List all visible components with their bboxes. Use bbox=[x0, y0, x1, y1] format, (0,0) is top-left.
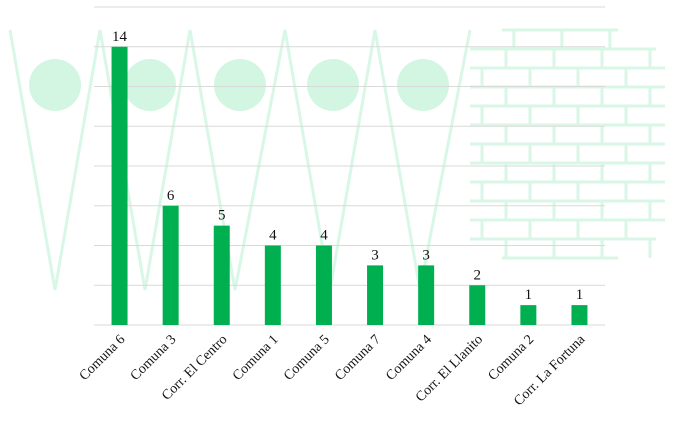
watermark-zigzag bbox=[8, 29, 472, 291]
bar bbox=[213, 225, 230, 325]
category-tick-label: Comuna 1 bbox=[230, 332, 282, 384]
bar bbox=[111, 46, 128, 325]
category-tick-label: Comuna 2 bbox=[486, 332, 538, 384]
bar bbox=[315, 245, 332, 325]
bar-value-label: 1 bbox=[525, 287, 533, 303]
category-tick-label: Comuna 5 bbox=[281, 332, 333, 384]
bars bbox=[111, 46, 588, 325]
bar-value-label: 3 bbox=[422, 247, 430, 263]
watermark-decoration bbox=[8, 28, 665, 291]
data-labels: 14 6 5 4 4 3 3 2 1 1 bbox=[112, 29, 583, 303]
gridlines bbox=[94, 6, 605, 326]
bar-value-label: 6 bbox=[167, 188, 175, 204]
watermark-circle bbox=[214, 59, 266, 111]
watermark-circle bbox=[29, 59, 81, 111]
bar bbox=[571, 305, 588, 325]
category-tick-label: Comuna 6 bbox=[77, 332, 129, 384]
watermark-brick-wall bbox=[470, 28, 665, 260]
bar-value-label: 4 bbox=[320, 228, 328, 244]
bar bbox=[520, 305, 537, 325]
bar bbox=[264, 245, 281, 325]
watermark-circle bbox=[397, 59, 449, 111]
bar-value-label: 1 bbox=[576, 287, 584, 303]
category-tick-label: Comuna 3 bbox=[128, 332, 180, 384]
bar bbox=[367, 265, 384, 325]
bar bbox=[418, 265, 435, 325]
watermark-circle bbox=[124, 59, 176, 111]
watermark-circle bbox=[307, 59, 359, 111]
bar-value-label: 2 bbox=[474, 267, 482, 283]
bar-value-label: 4 bbox=[269, 228, 277, 244]
bar-value-label: 14 bbox=[112, 29, 128, 45]
bar bbox=[469, 285, 486, 325]
category-tick-label: Comuna 7 bbox=[332, 332, 384, 384]
bar-value-label: 5 bbox=[218, 208, 226, 224]
bar bbox=[162, 205, 179, 325]
category-tick-label: Comuna 4 bbox=[383, 332, 435, 384]
bar-value-label: 3 bbox=[371, 247, 379, 263]
